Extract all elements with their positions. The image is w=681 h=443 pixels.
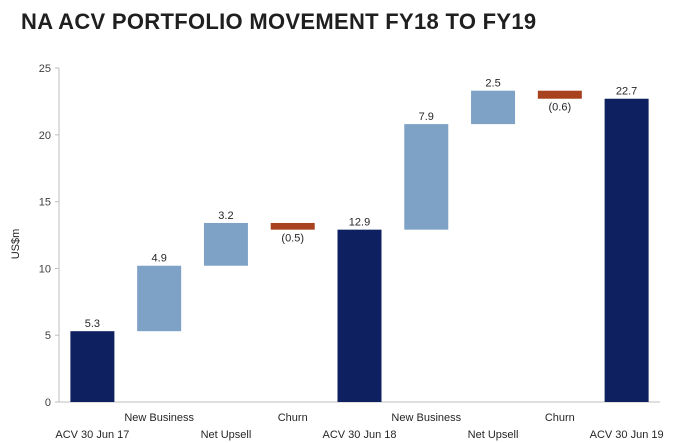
category-labels: ACV 30 Jun 17 New Business Net Upsell Churn… — [55, 412, 663, 441]
bar-total — [604, 98, 649, 402]
bar-increase — [203, 222, 248, 266]
data-label: 22.7 — [616, 86, 637, 98]
bar-decrease — [270, 222, 315, 230]
y-axis-label: US$m — [10, 229, 22, 260]
category-label: ACV 30 Jun 17 — [55, 429, 129, 441]
data-label: 5.3 — [85, 318, 100, 330]
category-label: New Business — [124, 412, 194, 424]
data-label: (0.6) — [549, 102, 572, 114]
data-labels: 5.3 4.9 3.2 (0.5) 12.9 7.9 2.5 (0.6) 22.7 — [85, 78, 638, 330]
category-label: Net Upsell — [468, 429, 519, 441]
y-tick-label: 15 — [39, 197, 51, 209]
category-label: New Business — [391, 412, 461, 424]
bar-increase — [137, 265, 182, 332]
category-label: ACV 30 Jun 18 — [323, 429, 397, 441]
y-tick-label: 5 — [45, 330, 51, 342]
data-label: (0.5) — [281, 233, 304, 245]
data-label: 7.9 — [419, 111, 434, 123]
data-label: 3.2 — [218, 210, 233, 222]
y-tick-label: 25 — [39, 63, 51, 75]
bar-increase — [404, 124, 449, 230]
category-label: Net Upsell — [201, 429, 252, 441]
category-label: ACV 30 Jun 19 — [590, 429, 664, 441]
bars — [70, 90, 649, 402]
data-label: 12.9 — [349, 217, 370, 229]
y-tick-label: 10 — [39, 263, 51, 275]
data-label: 2.5 — [485, 78, 500, 90]
chart-title: NA ACV PORTFOLIO MOVEMENT FY18 TO FY19 — [21, 9, 537, 34]
data-label: 4.9 — [152, 253, 167, 265]
bar-increase — [471, 90, 516, 125]
bar-total — [337, 229, 382, 402]
category-label: Churn — [278, 412, 308, 424]
y-tick-label: 0 — [45, 397, 51, 409]
bar-total — [70, 331, 115, 402]
y-tick-label: 20 — [39, 130, 51, 142]
bar-decrease — [537, 90, 582, 99]
category-label: Churn — [545, 412, 575, 424]
